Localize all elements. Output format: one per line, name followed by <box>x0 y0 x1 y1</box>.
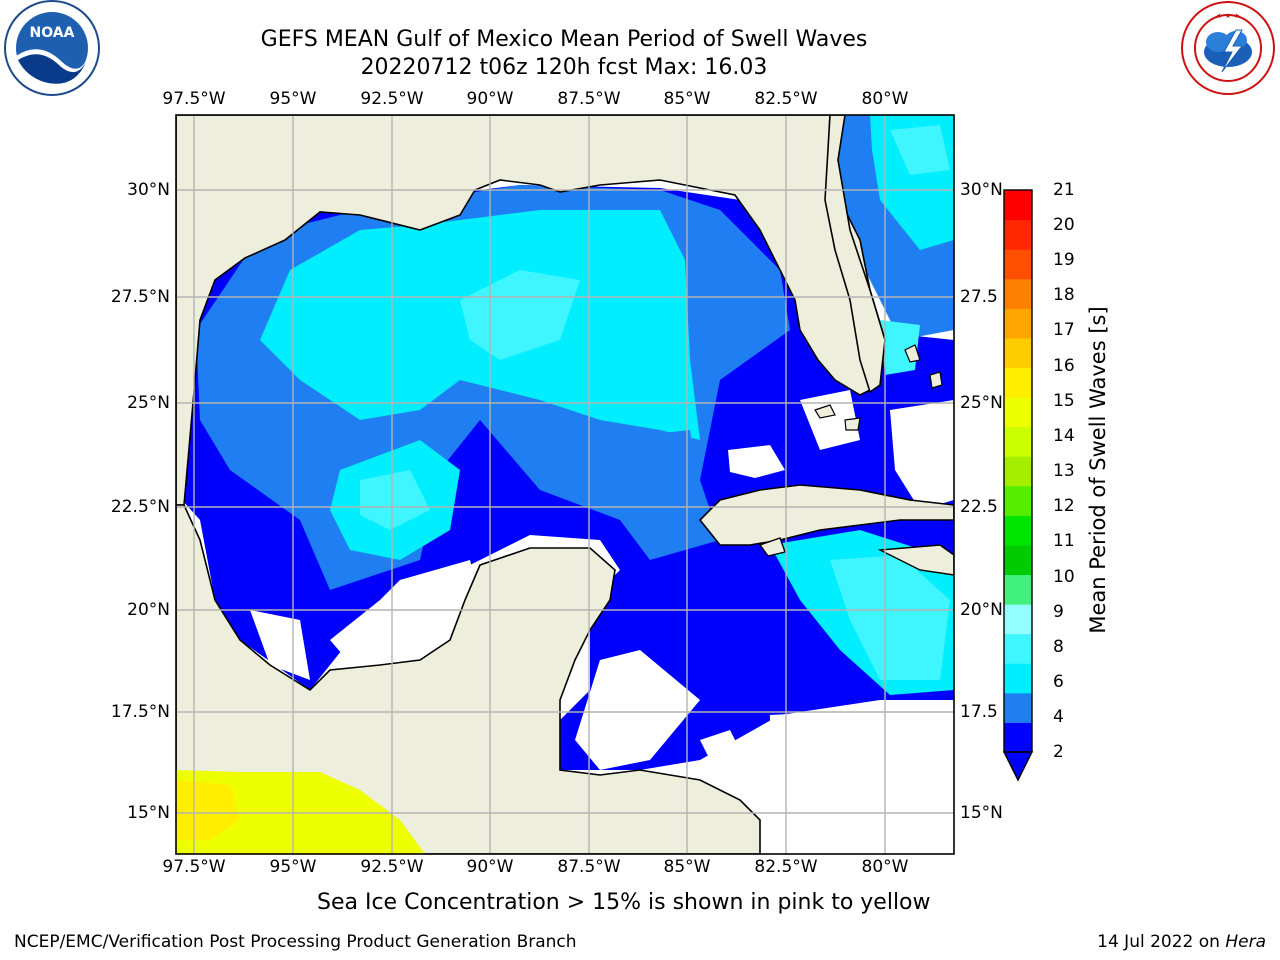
lon-tick-top: 95°W <box>269 89 317 109</box>
lat-tick-left: 17.5°N <box>110 702 170 722</box>
colorbar-extend-arrow <box>1002 751 1034 782</box>
lon-tick-bottom: 85°W <box>663 857 711 877</box>
colorbar-tick: 20 <box>1053 215 1075 235</box>
colorbar-segment <box>1004 692 1032 723</box>
colorbar-tick: 13 <box>1053 461 1075 481</box>
colorbar-tick: 21 <box>1053 180 1075 200</box>
colorbar-segment <box>1004 485 1032 516</box>
svg-text:★ ★ ★: ★ ★ ★ <box>1216 12 1240 20</box>
colorbar-tick: 16 <box>1053 356 1075 376</box>
colorbar-tick: 2 <box>1053 742 1064 762</box>
lon-tick-bottom: 90°W <box>466 857 514 877</box>
colorbar-tick: 6 <box>1053 672 1064 692</box>
lat-tick-right: 30°N <box>960 180 1003 200</box>
colorbar-segment <box>1004 308 1032 339</box>
colorbar-tick: 18 <box>1053 285 1075 305</box>
colorbar-segment <box>1004 456 1032 487</box>
colorbar-tick: 19 <box>1053 250 1075 270</box>
lat-tick-right: 22.5 <box>960 497 998 517</box>
lat-tick-right: 27.5 <box>960 287 998 307</box>
colorbar-segment <box>1004 426 1032 457</box>
nws-logo: ★ ★ ★ <box>1181 1 1275 95</box>
colorbar-segment <box>1004 633 1032 664</box>
colorbar-segment <box>1004 722 1032 753</box>
colorbar-segment <box>1004 219 1032 250</box>
host-text: Hera <box>1225 932 1266 952</box>
colorbar-tick: 11 <box>1053 531 1075 551</box>
colorbar-segment <box>1004 574 1032 605</box>
colorbar-segment <box>1004 190 1032 221</box>
colorbar-segment <box>1004 515 1032 546</box>
lat-tick-right: 15°N <box>960 803 1003 823</box>
colorbar-segment <box>1004 604 1032 635</box>
colorbar-label: Mean Period of Swell Waves [s] <box>1086 306 1110 634</box>
colorbar-tick: 12 <box>1053 496 1075 516</box>
colorbar <box>1002 189 1034 782</box>
lon-tick-bottom: 87.5°W <box>557 857 621 877</box>
date-text: 14 Jul 2022 on <box>1097 932 1220 952</box>
colorbar-tick: 14 <box>1053 426 1075 446</box>
colorbar-segment <box>1004 249 1032 280</box>
map-subtitle: 20220712 t06z 120h fcst Max: 16.03 <box>360 55 768 80</box>
lon-tick-top: 80°W <box>861 89 909 109</box>
colorbar-frame <box>1003 189 1033 753</box>
lon-tick-top: 97.5°W <box>162 89 226 109</box>
colorbar-tick: 10 <box>1053 567 1075 587</box>
lat-tick-right: 17.5 <box>960 702 998 722</box>
colorbar-segment <box>1004 337 1032 368</box>
colorbar-segment <box>1004 278 1032 309</box>
lon-tick-top: 90°W <box>466 89 514 109</box>
noaa-logo: NOAA <box>4 0 100 96</box>
lon-tick-top: 85°W <box>663 89 711 109</box>
sea-ice-note: Sea Ice Concentration > 15% is shown in … <box>317 890 931 915</box>
lat-tick-left: 20°N <box>127 600 170 620</box>
lon-tick-bottom: 97.5°W <box>162 857 226 877</box>
map-frame <box>175 114 955 855</box>
date-stamp: 14 Jul 2022 on Hera <box>1097 932 1266 952</box>
lon-tick-top: 82.5°W <box>754 89 818 109</box>
noaa-logo-text: NOAA <box>30 25 75 41</box>
lat-tick-left: 25°N <box>127 393 170 413</box>
colorbar-tick: 9 <box>1053 602 1064 622</box>
lon-tick-bottom: 80°W <box>861 857 909 877</box>
colorbar-tick: 17 <box>1053 320 1075 340</box>
lat-tick-left: 30°N <box>127 180 170 200</box>
lon-tick-bottom: 95°W <box>269 857 317 877</box>
lon-tick-top: 92.5°W <box>360 89 424 109</box>
lat-tick-right: 20°N <box>960 600 1003 620</box>
credit-text: NCEP/EMC/Verification Post Processing Pr… <box>14 932 577 952</box>
colorbar-tick: 15 <box>1053 391 1075 411</box>
lon-tick-bottom: 92.5°W <box>360 857 424 877</box>
map-title: GEFS MEAN Gulf of Mexico Mean Period of … <box>260 27 868 52</box>
lat-tick-left: 15°N <box>127 803 170 823</box>
lat-tick-left: 27.5°N <box>110 287 170 307</box>
colorbar-segment <box>1004 397 1032 428</box>
colorbar-tick: 4 <box>1053 707 1064 727</box>
colorbar-segment <box>1004 544 1032 576</box>
colorbar-segment <box>1004 663 1032 694</box>
lon-tick-top: 87.5°W <box>557 89 621 109</box>
colorbar-tick: 8 <box>1053 637 1064 657</box>
lat-tick-right: 25°N <box>960 393 1003 413</box>
lat-tick-left: 22.5°N <box>110 497 170 517</box>
lon-tick-bottom: 82.5°W <box>754 857 818 877</box>
graticule <box>176 115 954 854</box>
colorbar-segment <box>1004 367 1032 398</box>
